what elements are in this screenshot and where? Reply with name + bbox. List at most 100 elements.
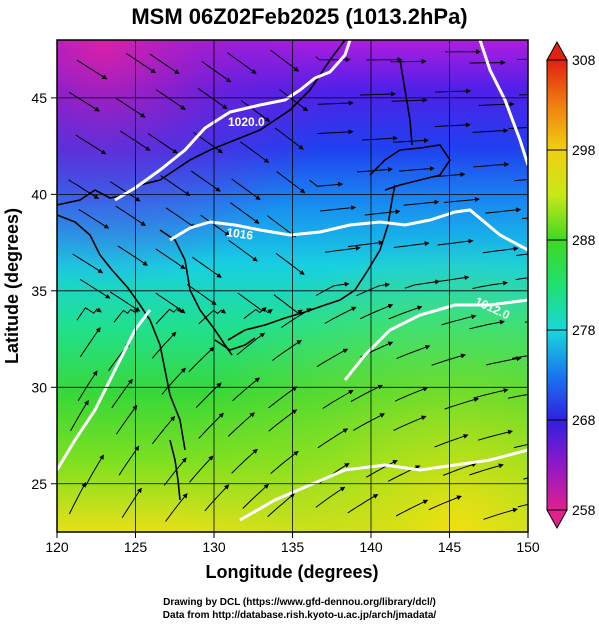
colorbar-tick-label: 298 bbox=[572, 142, 596, 158]
streamline bbox=[325, 245, 361, 253]
colorbar-tick-label: 258 bbox=[572, 502, 596, 518]
streamline bbox=[511, 355, 528, 359]
streamline bbox=[149, 53, 180, 75]
streamline bbox=[279, 89, 309, 112]
colorbar-max-arrow bbox=[546, 40, 568, 61]
x-tick-label: 145 bbox=[438, 539, 462, 555]
colorbar-tick-label: 278 bbox=[572, 322, 596, 338]
streamline bbox=[441, 314, 477, 326]
streamline bbox=[429, 172, 466, 178]
streamline bbox=[437, 238, 474, 246]
streamline bbox=[396, 345, 431, 359]
streamline bbox=[268, 386, 298, 409]
streamline bbox=[165, 493, 188, 522]
streamline bbox=[151, 331, 177, 359]
streamline bbox=[472, 128, 509, 134]
streamline bbox=[125, 52, 157, 74]
streamline bbox=[70, 399, 89, 432]
y-tick-label: 35 bbox=[31, 283, 47, 299]
colorbar-tick-label: 288 bbox=[572, 232, 596, 248]
streamline bbox=[242, 483, 270, 509]
x-tick-label: 125 bbox=[124, 539, 148, 555]
streamline bbox=[391, 97, 428, 103]
streamline bbox=[68, 482, 86, 515]
contour-label-1016: 1016 bbox=[226, 225, 255, 243]
y-tick-label: 45 bbox=[31, 90, 47, 106]
streamline bbox=[356, 167, 393, 173]
streamline bbox=[434, 122, 471, 128]
colorbar-tick-label: 268 bbox=[572, 412, 596, 428]
streamline bbox=[204, 484, 230, 512]
streamline bbox=[270, 49, 299, 72]
streamline bbox=[485, 207, 522, 214]
streamline bbox=[147, 132, 178, 154]
credit-drawing: Drawing by DCL (https://www.gfd-dennou.o… bbox=[163, 597, 436, 608]
streamline bbox=[121, 487, 142, 519]
isobar-south bbox=[239, 448, 528, 522]
map-title: MSM 06Z02Feb2025 (1013.2hPa) bbox=[131, 4, 468, 29]
streamline bbox=[110, 181, 141, 202]
streamline bbox=[186, 284, 217, 306]
isobar-1016 bbox=[169, 208, 528, 252]
streamline bbox=[76, 59, 108, 80]
streamline bbox=[320, 205, 357, 212]
streamline bbox=[155, 248, 186, 270]
isobar-1012-east bbox=[343, 298, 528, 381]
streamline bbox=[433, 275, 470, 283]
isobar-northeast bbox=[478, 40, 528, 166]
colorbar-ticks: 258 268 278 288 298 308 bbox=[547, 52, 596, 518]
colorbar: 258 268 278 288 298 308 bbox=[546, 40, 596, 530]
streamline bbox=[361, 135, 398, 141]
streamline bbox=[350, 384, 384, 402]
streamline bbox=[469, 319, 505, 330]
streamline bbox=[85, 454, 104, 486]
streamline bbox=[281, 308, 312, 328]
streamline bbox=[393, 137, 429, 143]
isobar-1020 bbox=[114, 40, 352, 202]
y-tick-label: 30 bbox=[31, 379, 47, 395]
y-axis-label: Latitude (degrees) bbox=[2, 208, 22, 364]
streamline bbox=[276, 171, 306, 194]
streamline bbox=[227, 52, 257, 74]
streamline bbox=[428, 495, 462, 511]
streamline bbox=[519, 94, 528, 96]
x-axis-label: Longitude (degrees) bbox=[205, 562, 378, 582]
streamline bbox=[472, 280, 508, 289]
streamline bbox=[163, 457, 187, 486]
streamline bbox=[347, 240, 384, 248]
streamline bbox=[160, 175, 191, 196]
streamline bbox=[442, 462, 477, 476]
streamline bbox=[115, 205, 147, 226]
streamline bbox=[231, 178, 261, 201]
streamline bbox=[267, 493, 295, 518]
streamline bbox=[113, 307, 139, 323]
streamline bbox=[317, 129, 354, 135]
x-axis-ticks: 120 125 130 135 140 145 150 bbox=[45, 532, 540, 555]
streamline bbox=[192, 256, 222, 278]
streamline bbox=[115, 97, 146, 118]
streamline bbox=[356, 282, 391, 297]
streamline bbox=[309, 179, 344, 187]
streamline bbox=[473, 388, 509, 399]
streamline bbox=[473, 162, 510, 168]
streamline bbox=[68, 179, 100, 199]
streamline bbox=[232, 377, 260, 402]
streamline bbox=[200, 214, 231, 237]
streamline bbox=[431, 353, 466, 366]
streamline bbox=[315, 486, 346, 508]
streamline bbox=[359, 91, 396, 97]
streamline bbox=[230, 202, 260, 224]
streamline bbox=[268, 409, 298, 432]
streamline bbox=[398, 166, 435, 172]
streamline bbox=[347, 494, 379, 514]
streamline bbox=[316, 348, 349, 368]
streamline bbox=[189, 455, 214, 483]
streamline bbox=[317, 100, 354, 106]
streamline bbox=[275, 252, 305, 276]
plot-area: 1020.0 1016 1012.0 bbox=[57, 40, 528, 532]
colorbar-scale bbox=[546, 59, 568, 511]
streamline bbox=[514, 178, 528, 182]
streamline bbox=[507, 393, 528, 399]
